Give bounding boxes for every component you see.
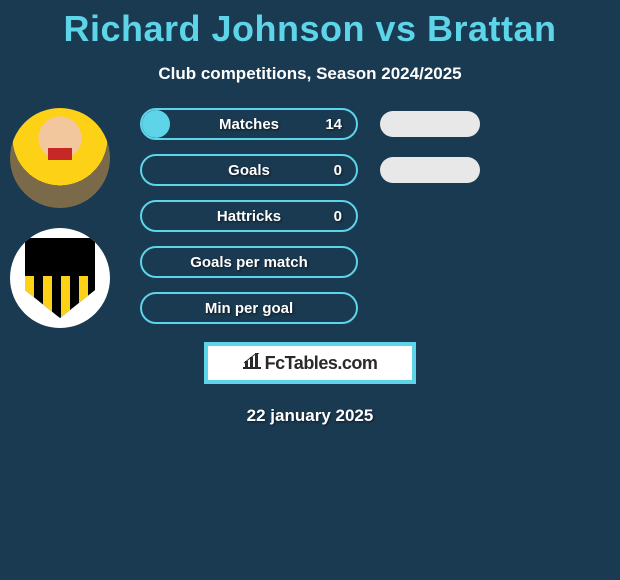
chart-icon <box>243 353 261 374</box>
stat-row: Hattricks0 <box>140 200 480 232</box>
club-avatar <box>10 228 110 328</box>
avatar-column <box>10 108 110 328</box>
stat-value: 14 <box>325 116 342 133</box>
stat-label: Hattricks <box>142 208 356 225</box>
opponent-pill <box>380 157 480 183</box>
subtitle: Club competitions, Season 2024/2025 <box>0 64 620 84</box>
stat-label: Goals per match <box>142 254 356 271</box>
stat-bar: Hattricks0 <box>140 200 358 232</box>
club-badge-icon <box>25 238 95 318</box>
stat-bars: Matches14Goals0Hattricks0Goals per match… <box>140 108 480 324</box>
stat-label: Matches <box>142 116 356 133</box>
stat-value: 0 <box>334 162 342 179</box>
comparison-content: Matches14Goals0Hattricks0Goals per match… <box>0 108 620 324</box>
stat-bar: Goals per match <box>140 246 358 278</box>
stat-row: Matches14 <box>140 108 480 140</box>
page-title: Richard Johnson vs Brattan <box>0 0 620 50</box>
stat-row: Min per goal <box>140 292 480 324</box>
stat-row: Goals per match <box>140 246 480 278</box>
brand-name: FcTables.com <box>265 353 378 374</box>
stat-label: Min per goal <box>142 300 356 317</box>
stat-bar: Goals0 <box>140 154 358 186</box>
opponent-pill <box>380 111 480 137</box>
player-avatar <box>10 108 110 208</box>
stat-row: Goals0 <box>140 154 480 186</box>
stat-label: Goals <box>142 162 356 179</box>
stat-value: 0 <box>334 208 342 225</box>
stat-bar: Min per goal <box>140 292 358 324</box>
stat-bar: Matches14 <box>140 108 358 140</box>
brand-logo-box: FcTables.com <box>204 342 416 384</box>
date-stamp: 22 january 2025 <box>0 406 620 426</box>
